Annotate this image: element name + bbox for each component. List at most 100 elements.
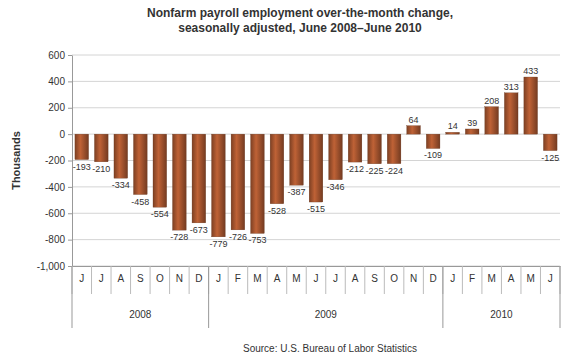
category-divider <box>169 266 170 294</box>
x-axis-line <box>73 266 561 267</box>
x-tick: J <box>548 273 553 284</box>
data-label: 208 <box>484 96 499 106</box>
x-tick-label: M <box>253 273 261 284</box>
title: Nonfarm payroll employment over-the-mont… <box>147 6 453 20</box>
category-divider <box>150 266 151 294</box>
bar <box>173 134 187 230</box>
x-tick: S <box>371 273 378 284</box>
data-label: -224 <box>385 166 403 176</box>
x-tick-label: D <box>430 273 437 284</box>
data-label: 39 <box>467 118 477 128</box>
x-tick-label: J <box>314 273 319 284</box>
x-tick-label: M <box>292 273 300 284</box>
x-tick: J <box>99 273 104 284</box>
x-tick: N <box>176 273 183 284</box>
category-divider <box>228 266 229 294</box>
category-divider <box>286 266 287 294</box>
x-tick: M <box>488 273 496 284</box>
bar <box>270 134 284 204</box>
data-label: -528 <box>268 206 286 216</box>
x-tick: A <box>117 273 124 284</box>
data-label: -554 <box>151 209 169 219</box>
category-divider <box>325 266 326 294</box>
x-tick-label: J <box>99 273 104 284</box>
y-tick-label: -600 <box>45 208 65 219</box>
bar <box>368 134 382 164</box>
y-tick-mark <box>68 240 72 241</box>
data-label: -212 <box>346 164 364 174</box>
x-tick-label: J <box>79 273 84 284</box>
category-divider <box>423 266 424 294</box>
category-divider <box>540 266 541 294</box>
bar <box>348 134 362 162</box>
bar <box>329 134 343 180</box>
y-tick-label: 400 <box>48 76 65 87</box>
category-divider <box>91 266 92 294</box>
bar <box>524 77 538 134</box>
grid <box>72 55 560 266</box>
x-tick: O <box>156 273 164 284</box>
x-tick: D <box>430 273 437 284</box>
x-tick-label: J <box>216 273 221 284</box>
y-tick-mark <box>68 134 72 135</box>
data-label: -728 <box>170 232 188 242</box>
data-label: -193 <box>73 162 91 172</box>
category-divider <box>267 266 268 294</box>
x-tick-label: M <box>488 273 496 284</box>
y-axis: -1,000-800-600-400-2000200400600 <box>37 50 73 272</box>
y-tick-label: 200 <box>48 102 65 113</box>
x-tick-label: D <box>195 273 202 284</box>
y-tick-mark <box>68 266 72 267</box>
x-tick-label: N <box>410 273 417 284</box>
bar <box>387 134 401 164</box>
data-label: -458 <box>131 197 149 207</box>
x-tick: D <box>195 273 202 284</box>
y-tick-mark <box>68 108 72 109</box>
bar <box>192 134 206 223</box>
group-divider <box>208 266 209 328</box>
data-label: 14 <box>448 121 458 131</box>
bar <box>114 134 128 178</box>
bar <box>75 134 89 159</box>
category-divider <box>247 266 248 294</box>
category-divider <box>364 266 365 294</box>
category-divider <box>520 266 521 294</box>
bar <box>251 134 265 233</box>
y-tick-label: -800 <box>45 234 65 245</box>
x-tick: A <box>508 273 515 284</box>
category-divider <box>111 266 112 294</box>
bar <box>407 126 421 134</box>
x-tick: A <box>274 273 281 284</box>
bar <box>485 107 499 134</box>
x-tick-label: O <box>156 273 164 284</box>
category-divider <box>384 266 385 294</box>
bar <box>133 134 147 194</box>
y-tick: -1,000 <box>37 261 72 272</box>
y-tick-label: -1,000 <box>37 261 66 272</box>
data-label: -210 <box>92 164 110 174</box>
data-label: -334 <box>112 180 130 190</box>
x-tick: M <box>527 273 535 284</box>
x-tick: J <box>450 273 455 284</box>
x-tick-label: F <box>235 273 241 284</box>
data-label: -109 <box>424 150 442 160</box>
y-tick: -600 <box>45 208 72 219</box>
bar <box>426 134 440 148</box>
y-tick-mark <box>68 213 72 214</box>
grid-line <box>72 55 560 56</box>
x-tick: M <box>253 273 261 284</box>
x-tick-label: A <box>117 273 124 284</box>
y-tick: 600 <box>48 50 72 61</box>
data-labels: -193-210-334-458-554-728-673-779-726-753… <box>73 66 559 249</box>
data-label: -779 <box>209 239 227 249</box>
bar <box>504 93 518 134</box>
bar <box>153 134 167 207</box>
bar <box>309 134 323 202</box>
category-divider <box>306 266 307 294</box>
data-label: -673 <box>190 225 208 235</box>
y-tick-mark <box>68 161 72 162</box>
group-label: 2009 <box>315 309 338 320</box>
y-tick-label: -200 <box>45 155 65 166</box>
category-divider <box>501 266 502 294</box>
source: Source: U.S. Bureau of Labor Statistics <box>243 343 417 354</box>
